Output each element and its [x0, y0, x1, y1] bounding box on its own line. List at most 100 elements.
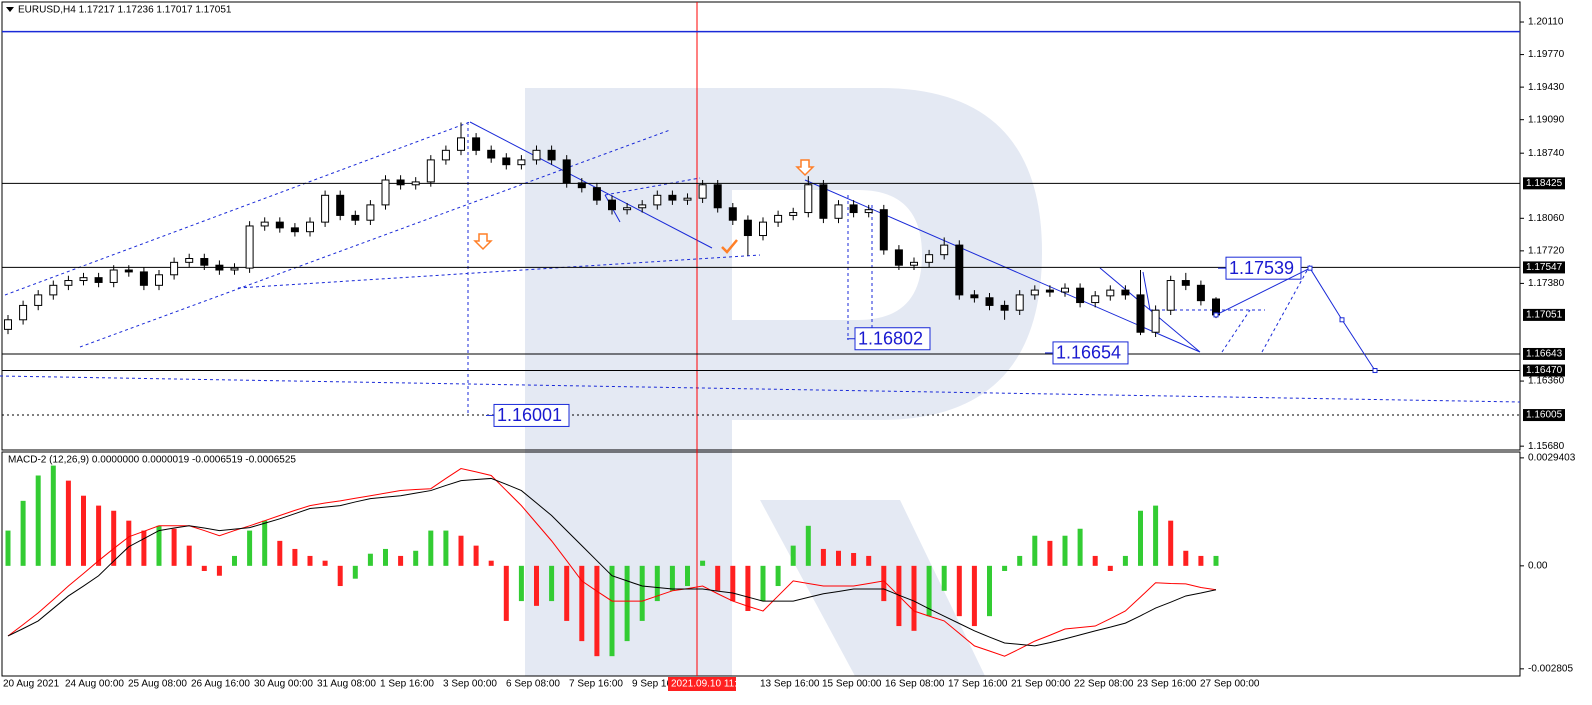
macd-bar: [216, 565, 222, 576]
candle-body: [19, 304, 28, 321]
y-tick-label: 0.0029403: [1528, 453, 1576, 464]
candle-body: [170, 261, 179, 276]
candle-body: [366, 204, 375, 221]
macd-bar: [987, 565, 992, 617]
macd-bar: [654, 565, 660, 602]
macd-bar: [836, 550, 841, 566]
x-tick-label: 24 Aug 00:00: [65, 679, 124, 690]
candle-body: [849, 204, 858, 214]
macd-line: [7, 467, 1217, 657]
candle-body: [713, 184, 722, 209]
macd-bar: [790, 545, 796, 566]
candle-body: [124, 269, 133, 273]
main-panel: [1, 1, 1521, 451]
macd-bar: [322, 560, 328, 566]
macd-bar: [1017, 555, 1023, 566]
macd-bar: [941, 565, 947, 591]
macd-bar: [805, 525, 811, 566]
macd-bar: [820, 548, 826, 566]
candle-body: [879, 209, 888, 251]
candle-body: [517, 159, 526, 166]
candle-body: [411, 181, 420, 186]
target-box: [493, 403, 570, 427]
candle-body: [109, 269, 118, 283]
cursor-label: 2021.09.10 11:00: [671, 679, 749, 690]
macd-bar: [669, 565, 675, 591]
y-tick-label: 1.17720: [1528, 245, 1565, 256]
y-tick-label: 1.16360: [1528, 376, 1565, 387]
candle-body: [185, 258, 194, 263]
level-label-box: [1523, 347, 1565, 360]
candle-body: [260, 221, 269, 227]
candle-body: [94, 277, 103, 283]
x-tick-label: 3 Sep 00:00: [443, 679, 497, 690]
macd-line: [7, 477, 1217, 647]
macd-bar: [503, 565, 509, 621]
x-tick-label: 27 Sep 00:00: [1200, 679, 1260, 690]
level-label-box: [1523, 364, 1565, 377]
x-tick-label: 1 Sep 16:00: [380, 679, 434, 690]
forecast-point: [1339, 317, 1345, 323]
y-tick-label: 1.19090: [1528, 114, 1565, 125]
macd-bar: [1092, 555, 1098, 566]
macd-bar: [639, 565, 645, 621]
macd-bar: [247, 530, 253, 566]
macd-bar: [1168, 520, 1174, 566]
candle-body: [1000, 304, 1009, 311]
candle-body: [789, 212, 798, 216]
macd-bar: [428, 530, 434, 566]
candle-body: [728, 207, 737, 221]
macd-bar: [730, 565, 736, 602]
macd-bar: [292, 548, 298, 566]
candle-body: [834, 204, 843, 219]
macd-bar: [141, 530, 147, 566]
macd-bar: [367, 553, 373, 566]
level-label: 1.16005: [1526, 410, 1563, 421]
level-label: 1.16470: [1526, 365, 1563, 376]
x-tick-label: 13 Sep 16:00: [760, 679, 820, 690]
candle-body: [336, 194, 345, 216]
candle-body: [1061, 287, 1069, 293]
macd-bar: [20, 500, 26, 566]
macd-bar: [1138, 510, 1143, 566]
candle-body: [1015, 294, 1024, 311]
candle-body: [653, 194, 662, 206]
candle-body: [321, 194, 330, 223]
candle-body: [1076, 287, 1085, 304]
macd-bar: [685, 565, 690, 587]
candle-body: [819, 184, 828, 219]
watermark: [525, 88, 1042, 676]
macd-bar: [1107, 565, 1113, 571]
macd-bar: [156, 525, 162, 566]
macd-bar: [201, 565, 207, 571]
macd-bar: [851, 552, 857, 566]
candle-body: [351, 214, 360, 221]
candle-body: [457, 137, 465, 151]
macd-bar: [488, 560, 494, 566]
x-tick-label: 30 Aug 00:00: [254, 679, 313, 690]
macd-bar: [383, 548, 388, 566]
candle-body: [1181, 280, 1190, 286]
candle-body: [200, 258, 209, 266]
candle-body: [275, 221, 284, 229]
y-tick-label: 0.00: [1528, 560, 1548, 571]
macd-bar: [624, 565, 630, 642]
target-label: 1.16654: [1056, 343, 1121, 363]
candle-body: [623, 207, 632, 211]
candle-body: [532, 149, 541, 161]
candle-body: [79, 277, 88, 282]
macd-bar: [443, 530, 449, 566]
macd-bar: [1062, 535, 1068, 566]
y-tick-label: 1.20110: [1528, 17, 1564, 28]
macd-bar: [50, 465, 56, 566]
candle-body: [970, 294, 979, 299]
macd-bar: [1032, 535, 1038, 566]
candle-body: [4, 319, 12, 330]
candle-body: [34, 294, 43, 306]
macd-bar: [1077, 528, 1083, 566]
forecast-point: [1372, 368, 1378, 374]
macd-bar: [1002, 565, 1008, 571]
candle-body: [290, 227, 299, 233]
x-tick-label: 31 Aug 08:00: [317, 679, 376, 690]
